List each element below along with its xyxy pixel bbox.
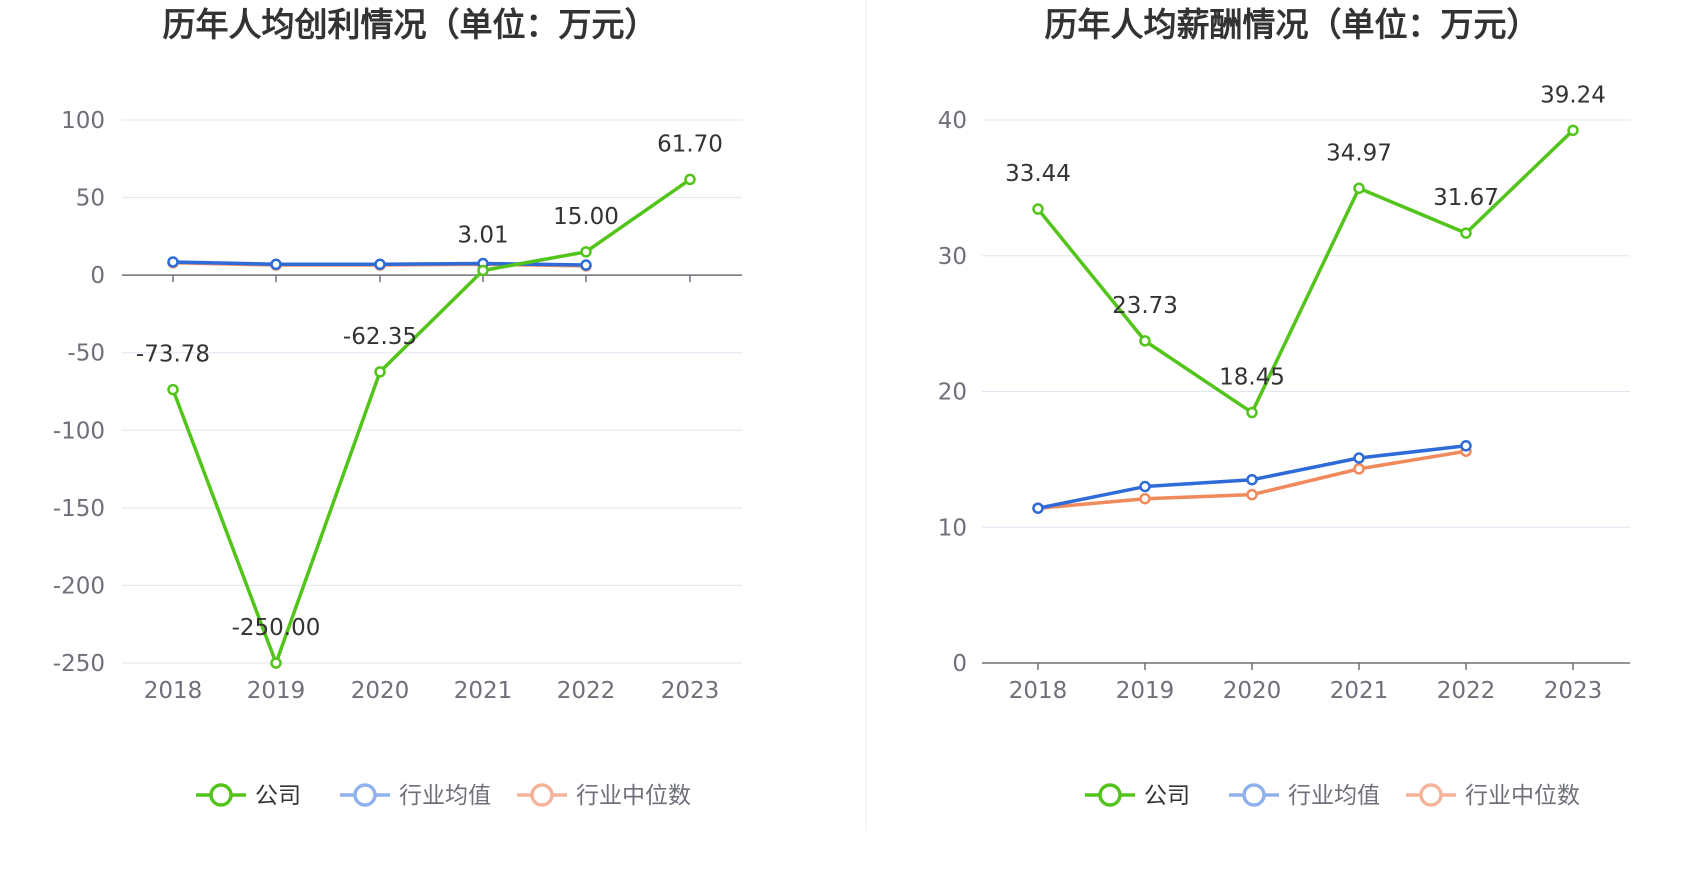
legend-circle-icon	[1242, 783, 1266, 807]
legend-circle-icon	[209, 783, 233, 807]
data-point[interactable]	[270, 657, 282, 669]
data-point[interactable]	[1353, 182, 1365, 195]
data-point[interactable]	[1567, 124, 1579, 137]
y-tick-label: 20	[938, 380, 967, 406]
x-tick-label: 2021	[1330, 678, 1389, 704]
data-label: -73.78	[136, 342, 210, 368]
data-point[interactable]	[1353, 452, 1365, 464]
data-label: 34.97	[1326, 140, 1392, 166]
data-point[interactable]	[1353, 463, 1365, 475]
x-tick-label: 2018	[144, 678, 203, 704]
series-line-company	[171, 177, 692, 665]
legend-item-industry-median[interactable]: 行业中位数	[1406, 783, 1580, 809]
y-tick-label: 0	[952, 651, 967, 677]
data-point[interactable]	[1460, 440, 1472, 452]
y-tick-label: 0	[90, 263, 105, 289]
data-point[interactable]	[1460, 227, 1472, 239]
data-point[interactable]	[1246, 488, 1258, 501]
x-tick-label: 2022	[557, 678, 616, 704]
data-label: 3.01	[457, 222, 508, 248]
chart-panel-profit: 历年人均创利情况（单位：万元） 100 50 0 -50 -100 -150 -200 -250…	[53, 5, 742, 809]
chart-title: 历年人均薪酬情况（单位：万元）	[1045, 5, 1540, 44]
legend-circle-icon	[1419, 783, 1443, 807]
legend-item-industry-median[interactable]: 行业中位数	[517, 783, 691, 809]
data-label: 33.44	[1005, 161, 1071, 187]
data-point[interactable]	[580, 246, 592, 258]
legend-item-company[interactable]: 公司	[1085, 783, 1190, 809]
data-point[interactable]	[374, 258, 386, 271]
legend-circle-icon	[353, 783, 377, 807]
data-point[interactable]	[684, 173, 696, 186]
data-label: 31.67	[1433, 185, 1499, 211]
legend-label: 行业均值	[399, 783, 491, 809]
legend-label: 公司	[255, 783, 301, 809]
legend-item-industry-mean[interactable]: 行业均值	[1229, 783, 1380, 809]
data-label: 39.24	[1540, 82, 1606, 108]
y-tick-label: 10	[938, 515, 967, 541]
data-point[interactable]	[1032, 203, 1044, 215]
x-tick-label: 2021	[454, 678, 513, 704]
y-tick-label: -100	[53, 418, 105, 444]
data-point[interactable]	[270, 258, 282, 271]
x-tick-label: 2018	[1009, 678, 1068, 704]
legend-item-company[interactable]: 公司	[196, 783, 301, 809]
y-tick-label: 100	[61, 108, 105, 134]
data-label: 61.70	[657, 131, 723, 157]
data-point[interactable]	[477, 264, 489, 277]
legend-circle-icon	[530, 783, 554, 807]
y-tick-label: -250	[53, 651, 105, 677]
data-point[interactable]	[1032, 502, 1044, 514]
data-point[interactable]	[1139, 492, 1151, 505]
y-tick-label: 30	[938, 244, 967, 270]
data-label: -250.00	[232, 615, 321, 641]
data-point[interactable]	[1139, 335, 1151, 347]
data-point[interactable]	[1246, 473, 1258, 486]
y-tick-label: 40	[938, 108, 967, 134]
data-label: 18.45	[1219, 365, 1285, 391]
x-tick-label: 2023	[1544, 678, 1603, 704]
data-point[interactable]	[1139, 480, 1151, 493]
legend-label: 行业均值	[1288, 783, 1380, 809]
y-tick-label: -150	[53, 496, 105, 522]
data-point[interactable]	[374, 366, 386, 378]
y-tick-label: -200	[53, 573, 105, 599]
x-tick-label: 2022	[1437, 678, 1496, 704]
x-tick-label: 2023	[661, 678, 720, 704]
x-tick-label: 2019	[1116, 678, 1175, 704]
legend-circle-icon	[1098, 783, 1122, 807]
legend-label: 行业中位数	[576, 783, 691, 809]
data-point[interactable]	[167, 383, 179, 396]
data-point[interactable]	[1246, 406, 1258, 419]
legend-item-industry-mean[interactable]: 行业均值	[340, 783, 491, 809]
data-point[interactable]	[580, 259, 592, 271]
series-line-company	[1036, 129, 1575, 415]
legend-label: 行业中位数	[1465, 783, 1580, 809]
data-point[interactable]	[167, 256, 179, 268]
x-tick-label: 2020	[1223, 678, 1282, 704]
data-label: 15.00	[553, 204, 619, 230]
data-label: -62.35	[343, 324, 417, 350]
legend-label: 公司	[1144, 783, 1190, 809]
y-tick-label: 50	[76, 186, 105, 212]
y-tick-label: -50	[67, 341, 105, 367]
chart-title: 历年人均创利情况（单位：万元）	[163, 5, 658, 44]
x-tick-label: 2019	[247, 678, 306, 704]
x-tick-label: 2020	[351, 678, 410, 704]
data-label: 23.73	[1112, 293, 1178, 319]
chart-panel-salary: 历年人均薪酬情况（单位：万元） 40 30 20 10 0 2018 2019 2020 2021…	[938, 5, 1630, 809]
